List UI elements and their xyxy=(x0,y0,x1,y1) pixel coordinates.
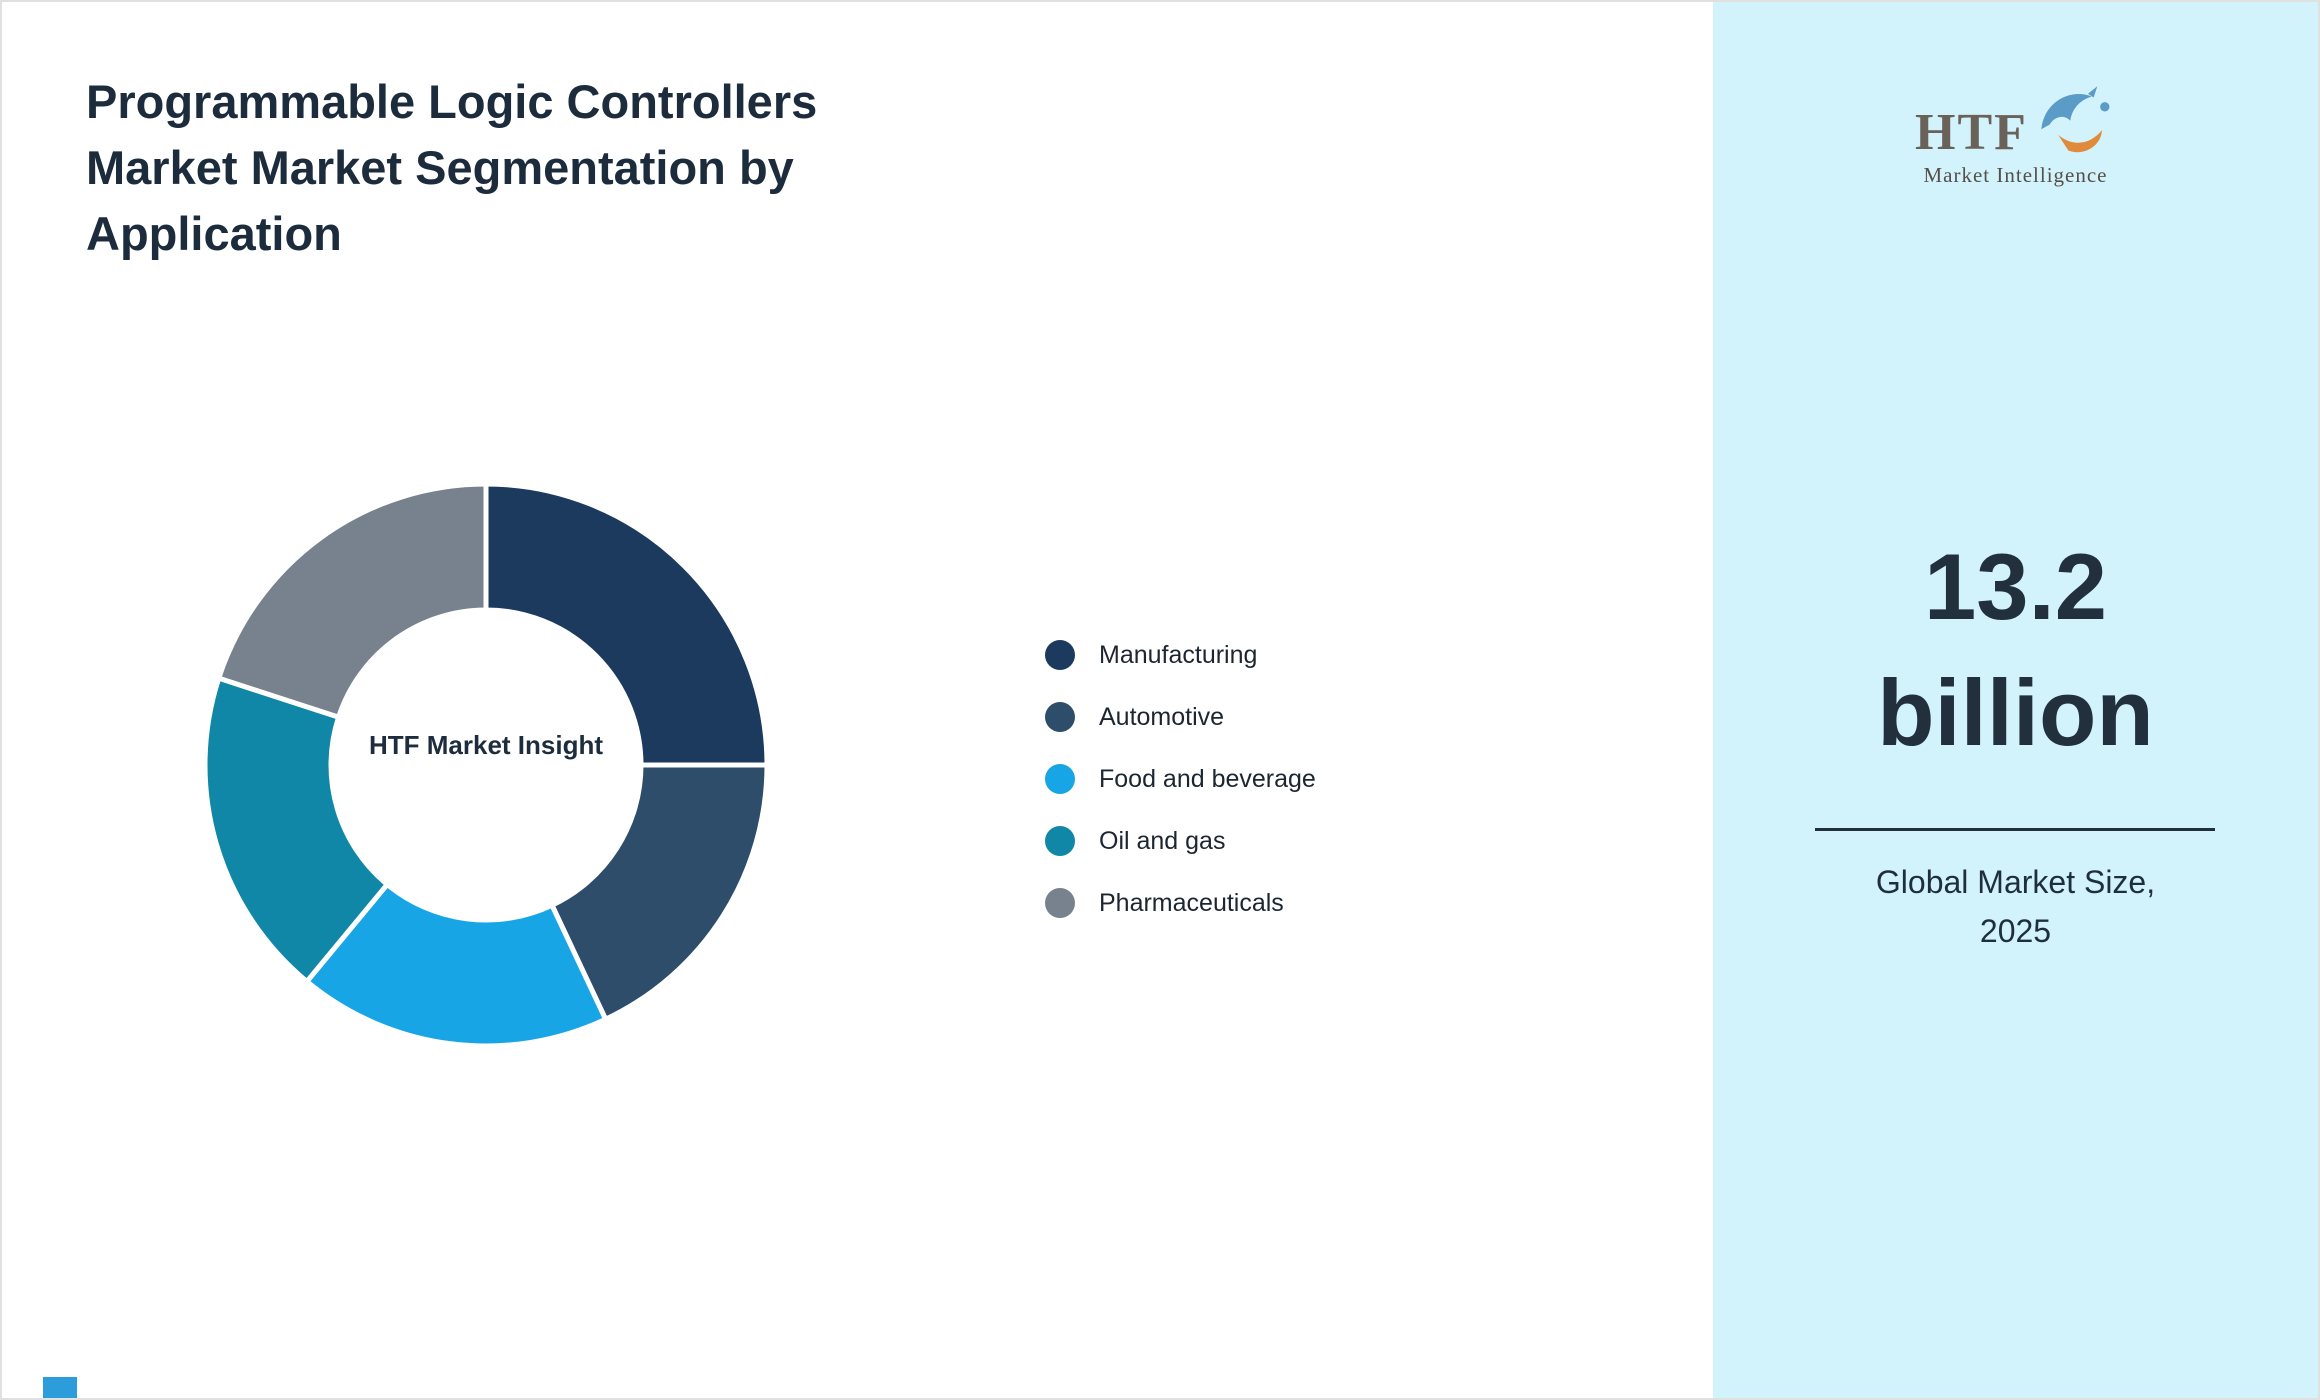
legend-label: Food and beverage xyxy=(1099,764,1316,793)
donut-chart-svg xyxy=(202,481,770,1049)
legend-swatch xyxy=(1045,888,1075,918)
caption-line1: Global Market Size, xyxy=(1875,864,2156,900)
market-size-caption: Global Market Size, 2025 xyxy=(1713,858,2318,956)
page-title-line1: Programmable Logic Controllers xyxy=(86,75,818,129)
legend-label: Oil and gas xyxy=(1099,826,1226,855)
legend-swatch xyxy=(1045,702,1075,732)
caption-line2: 2025 xyxy=(1979,913,2052,949)
legend-label: Pharmaceuticals xyxy=(1099,888,1284,917)
legend-label: Manufacturing xyxy=(1099,640,1258,669)
brand-logo: HTF Market Intelligence xyxy=(1713,80,2318,188)
market-size-line2: billion xyxy=(1877,660,2154,765)
legend-item: Automotive xyxy=(1045,686,1316,748)
legend-swatch xyxy=(1045,826,1075,856)
market-size-value: 13.2 billion xyxy=(1713,524,2318,776)
donut-segment-pharmaceuticals xyxy=(216,481,489,720)
page-title: Programmable Logic Controllers Market Ma… xyxy=(86,69,817,267)
page-title-line3: Application xyxy=(86,207,342,261)
divider-line xyxy=(1815,828,2215,831)
page-title-line2: Market Market Segmentation by xyxy=(86,141,794,195)
legend-item: Oil and gas xyxy=(1045,810,1316,872)
brand-subtext: Market Intelligence xyxy=(1923,163,2108,187)
market-size-line1: 13.2 xyxy=(1924,534,2107,639)
legend-label: Automotive xyxy=(1099,702,1225,731)
donut-segment-manufacturing xyxy=(483,481,770,768)
legend-item: Food and beverage xyxy=(1045,748,1316,810)
brand-wordmark: HTF xyxy=(1915,104,2028,161)
chart-center-label: HTF Market Insight xyxy=(368,730,603,760)
chart-legend: Manufacturing Automotive Food and bevera… xyxy=(1045,624,1316,934)
donut-segment-oil-and-gas xyxy=(202,675,390,985)
legend-item: Pharmaceuticals xyxy=(1045,872,1316,934)
donut-chart xyxy=(186,465,786,1065)
donut-segment-automotive xyxy=(549,762,770,1022)
legend-swatch xyxy=(1045,764,1075,794)
sidebar: HTF Market Intelligence 13.2 billion Glo… xyxy=(1713,2,2318,1398)
accent-square xyxy=(43,1377,77,1398)
donut-segment-food-and-beverage xyxy=(304,881,609,1049)
legend-swatch xyxy=(1045,640,1075,670)
dolphin-icon xyxy=(2032,80,2116,161)
legend-item: Manufacturing xyxy=(1045,624,1316,686)
